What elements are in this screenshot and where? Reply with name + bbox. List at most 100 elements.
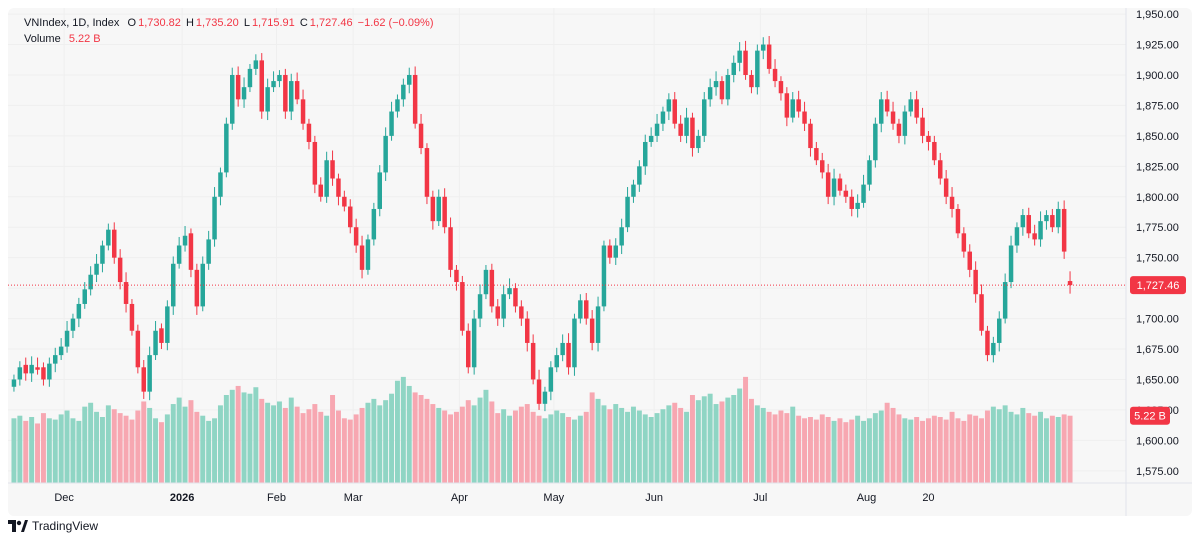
candle-body[interactable] <box>560 342 565 356</box>
candle-body[interactable] <box>666 99 672 112</box>
candle-body[interactable] <box>94 263 99 275</box>
candle-body[interactable] <box>707 87 713 100</box>
candle-body[interactable] <box>235 74 241 100</box>
candle-body[interactable] <box>312 141 318 185</box>
candle-body[interactable] <box>348 206 353 228</box>
candle-body[interactable] <box>719 81 725 100</box>
candle-body[interactable] <box>283 74 288 112</box>
candle-body[interactable] <box>920 117 925 136</box>
candle-body[interactable] <box>430 196 436 222</box>
candle-body[interactable] <box>566 342 571 368</box>
candle-body[interactable] <box>100 245 105 264</box>
candle-body[interactable] <box>525 318 530 343</box>
candle-body[interactable] <box>755 50 760 88</box>
candle-body[interactable] <box>725 74 731 100</box>
candle-body[interactable] <box>955 208 961 234</box>
candle-body[interactable] <box>684 117 689 136</box>
candle-body[interactable] <box>135 330 141 368</box>
candle-body[interactable] <box>784 93 790 118</box>
candle-body[interactable] <box>200 263 205 307</box>
candle-body[interactable] <box>613 245 618 258</box>
candle-body[interactable] <box>867 160 872 185</box>
candle-body[interactable] <box>11 379 17 387</box>
candle-body[interactable] <box>188 233 194 270</box>
candle-body[interactable] <box>306 123 312 142</box>
candle-body[interactable] <box>206 239 211 264</box>
candle-body[interactable] <box>230 74 235 124</box>
candle-body[interactable] <box>218 172 223 197</box>
candle-body[interactable] <box>743 50 748 75</box>
candle-body[interactable] <box>342 196 347 207</box>
candle-body[interactable] <box>35 367 40 370</box>
candle-body[interactable] <box>530 342 536 380</box>
candle-body[interactable] <box>495 306 500 319</box>
candle-body[interactable] <box>637 166 642 185</box>
candle-body[interactable] <box>442 196 447 228</box>
candle-body[interactable] <box>589 318 595 343</box>
candle-body[interactable] <box>224 123 229 173</box>
candle-body[interactable] <box>418 123 424 149</box>
candle-body[interactable] <box>365 239 371 270</box>
candle-body[interactable] <box>991 342 996 356</box>
candle-body[interactable] <box>808 123 813 149</box>
candle-body[interactable] <box>790 99 795 118</box>
candle-body[interactable] <box>1067 281 1073 286</box>
candle-body[interactable] <box>289 81 294 112</box>
candle-body[interactable] <box>855 202 860 209</box>
candle-body[interactable] <box>949 196 955 209</box>
candle-body[interactable] <box>123 282 129 304</box>
candle-body[interactable] <box>212 196 217 240</box>
candle-body[interactable] <box>536 379 542 404</box>
candle-body[interactable] <box>241 87 247 100</box>
candle-body[interactable] <box>501 294 506 319</box>
candlestick-chart[interactable]: 1,950.00 1,925.00 1,900.00 1,875.00 1,850.00… <box>8 8 1192 516</box>
candle-body[interactable] <box>914 99 919 118</box>
candle-body[interactable] <box>141 367 146 392</box>
candle-body[interactable] <box>1002 282 1008 319</box>
candle-body[interactable] <box>766 44 772 69</box>
candle-body[interactable] <box>943 178 949 197</box>
candle-body[interactable] <box>820 160 825 173</box>
candle-body[interactable] <box>182 235 188 246</box>
candle-body[interactable] <box>737 50 742 63</box>
candle-body[interactable] <box>106 229 111 246</box>
candle-body[interactable] <box>23 364 28 374</box>
candle-body[interactable] <box>117 257 123 283</box>
candle-body[interactable] <box>330 160 335 179</box>
candle-body[interactable] <box>814 148 819 161</box>
candle-body[interactable] <box>607 245 613 258</box>
candle-body[interactable] <box>884 99 890 112</box>
candle-body[interactable] <box>336 178 341 197</box>
candle-body[interactable] <box>277 74 282 82</box>
candle-body[interactable] <box>997 318 1002 343</box>
candle-body[interactable] <box>424 148 430 197</box>
candle-body[interactable] <box>772 68 778 82</box>
candle-body[interactable] <box>761 44 766 51</box>
candle-body[interactable] <box>973 269 978 295</box>
candle-body[interactable] <box>843 190 849 197</box>
candle-body[interactable] <box>873 123 878 161</box>
candle-body[interactable] <box>595 306 601 343</box>
candle-body[interactable] <box>395 99 400 112</box>
candle-body[interactable] <box>678 123 683 136</box>
candle-body[interactable] <box>619 227 624 246</box>
candle-body[interactable] <box>70 318 76 331</box>
candle-body[interactable] <box>690 117 695 149</box>
candle-body[interactable] <box>938 160 943 179</box>
candle-body[interactable] <box>17 367 23 380</box>
candle-body[interactable] <box>513 288 518 307</box>
candle-body[interactable] <box>1050 215 1055 228</box>
candle-body[interactable] <box>454 269 459 283</box>
candle-body[interactable] <box>407 74 412 85</box>
candle-body[interactable] <box>471 318 477 368</box>
candle-body[interactable] <box>112 229 117 258</box>
candle-body[interactable] <box>778 81 784 94</box>
candle-body[interactable] <box>412 74 418 124</box>
candle-body[interactable] <box>489 269 495 307</box>
candle-body[interactable] <box>837 178 843 191</box>
candle-body[interactable] <box>601 245 607 307</box>
candle-body[interactable] <box>507 288 512 295</box>
candle-body[interactable] <box>176 245 182 264</box>
candle-body[interactable] <box>660 111 666 124</box>
candle-body[interactable] <box>831 178 837 197</box>
